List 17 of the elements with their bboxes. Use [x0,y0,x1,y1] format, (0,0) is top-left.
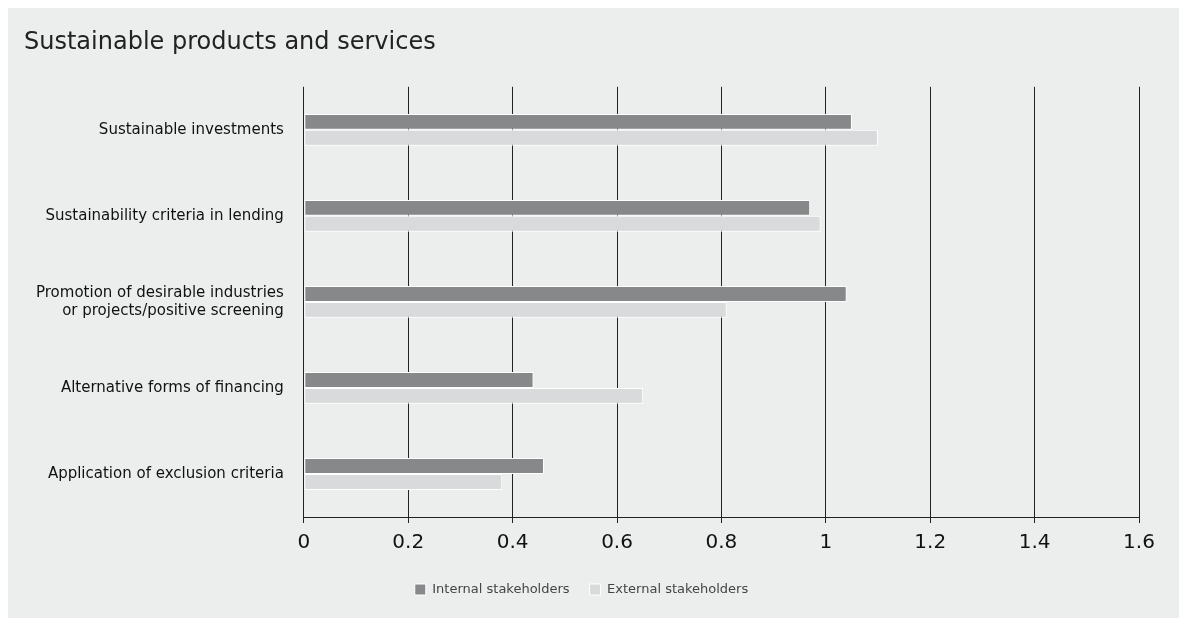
x-tick-label: 0.6 [601,529,633,554]
x-tick-label: 1.4 [1018,529,1051,554]
x-tick-label: 0.8 [705,529,738,554]
x-tick-label: 0 [297,529,311,554]
y-tick-label: Promotion of desirable industries or projects/positive screening [35,282,285,319]
x-tick-label: 0.2 [392,529,425,554]
chart-title: Sustainable products and services [24,26,436,55]
x-tick-label: 1 [819,529,833,554]
y-tick-label: Application of exclusion criteria [47,463,284,482]
y-tick-label: Alternative forms of financing [60,377,284,396]
y-tick-label: Sustainability criteria in lending [45,205,284,224]
x-tick-label: 0.4 [496,529,529,554]
x-tick-label: 1.2 [914,529,947,554]
x-tick-label: 1.6 [1123,529,1155,554]
legend-label: External stakeholders [607,580,749,596]
y-tick-label: Sustainable investments [98,119,285,138]
legend-label: Internal stakeholders [432,580,570,596]
